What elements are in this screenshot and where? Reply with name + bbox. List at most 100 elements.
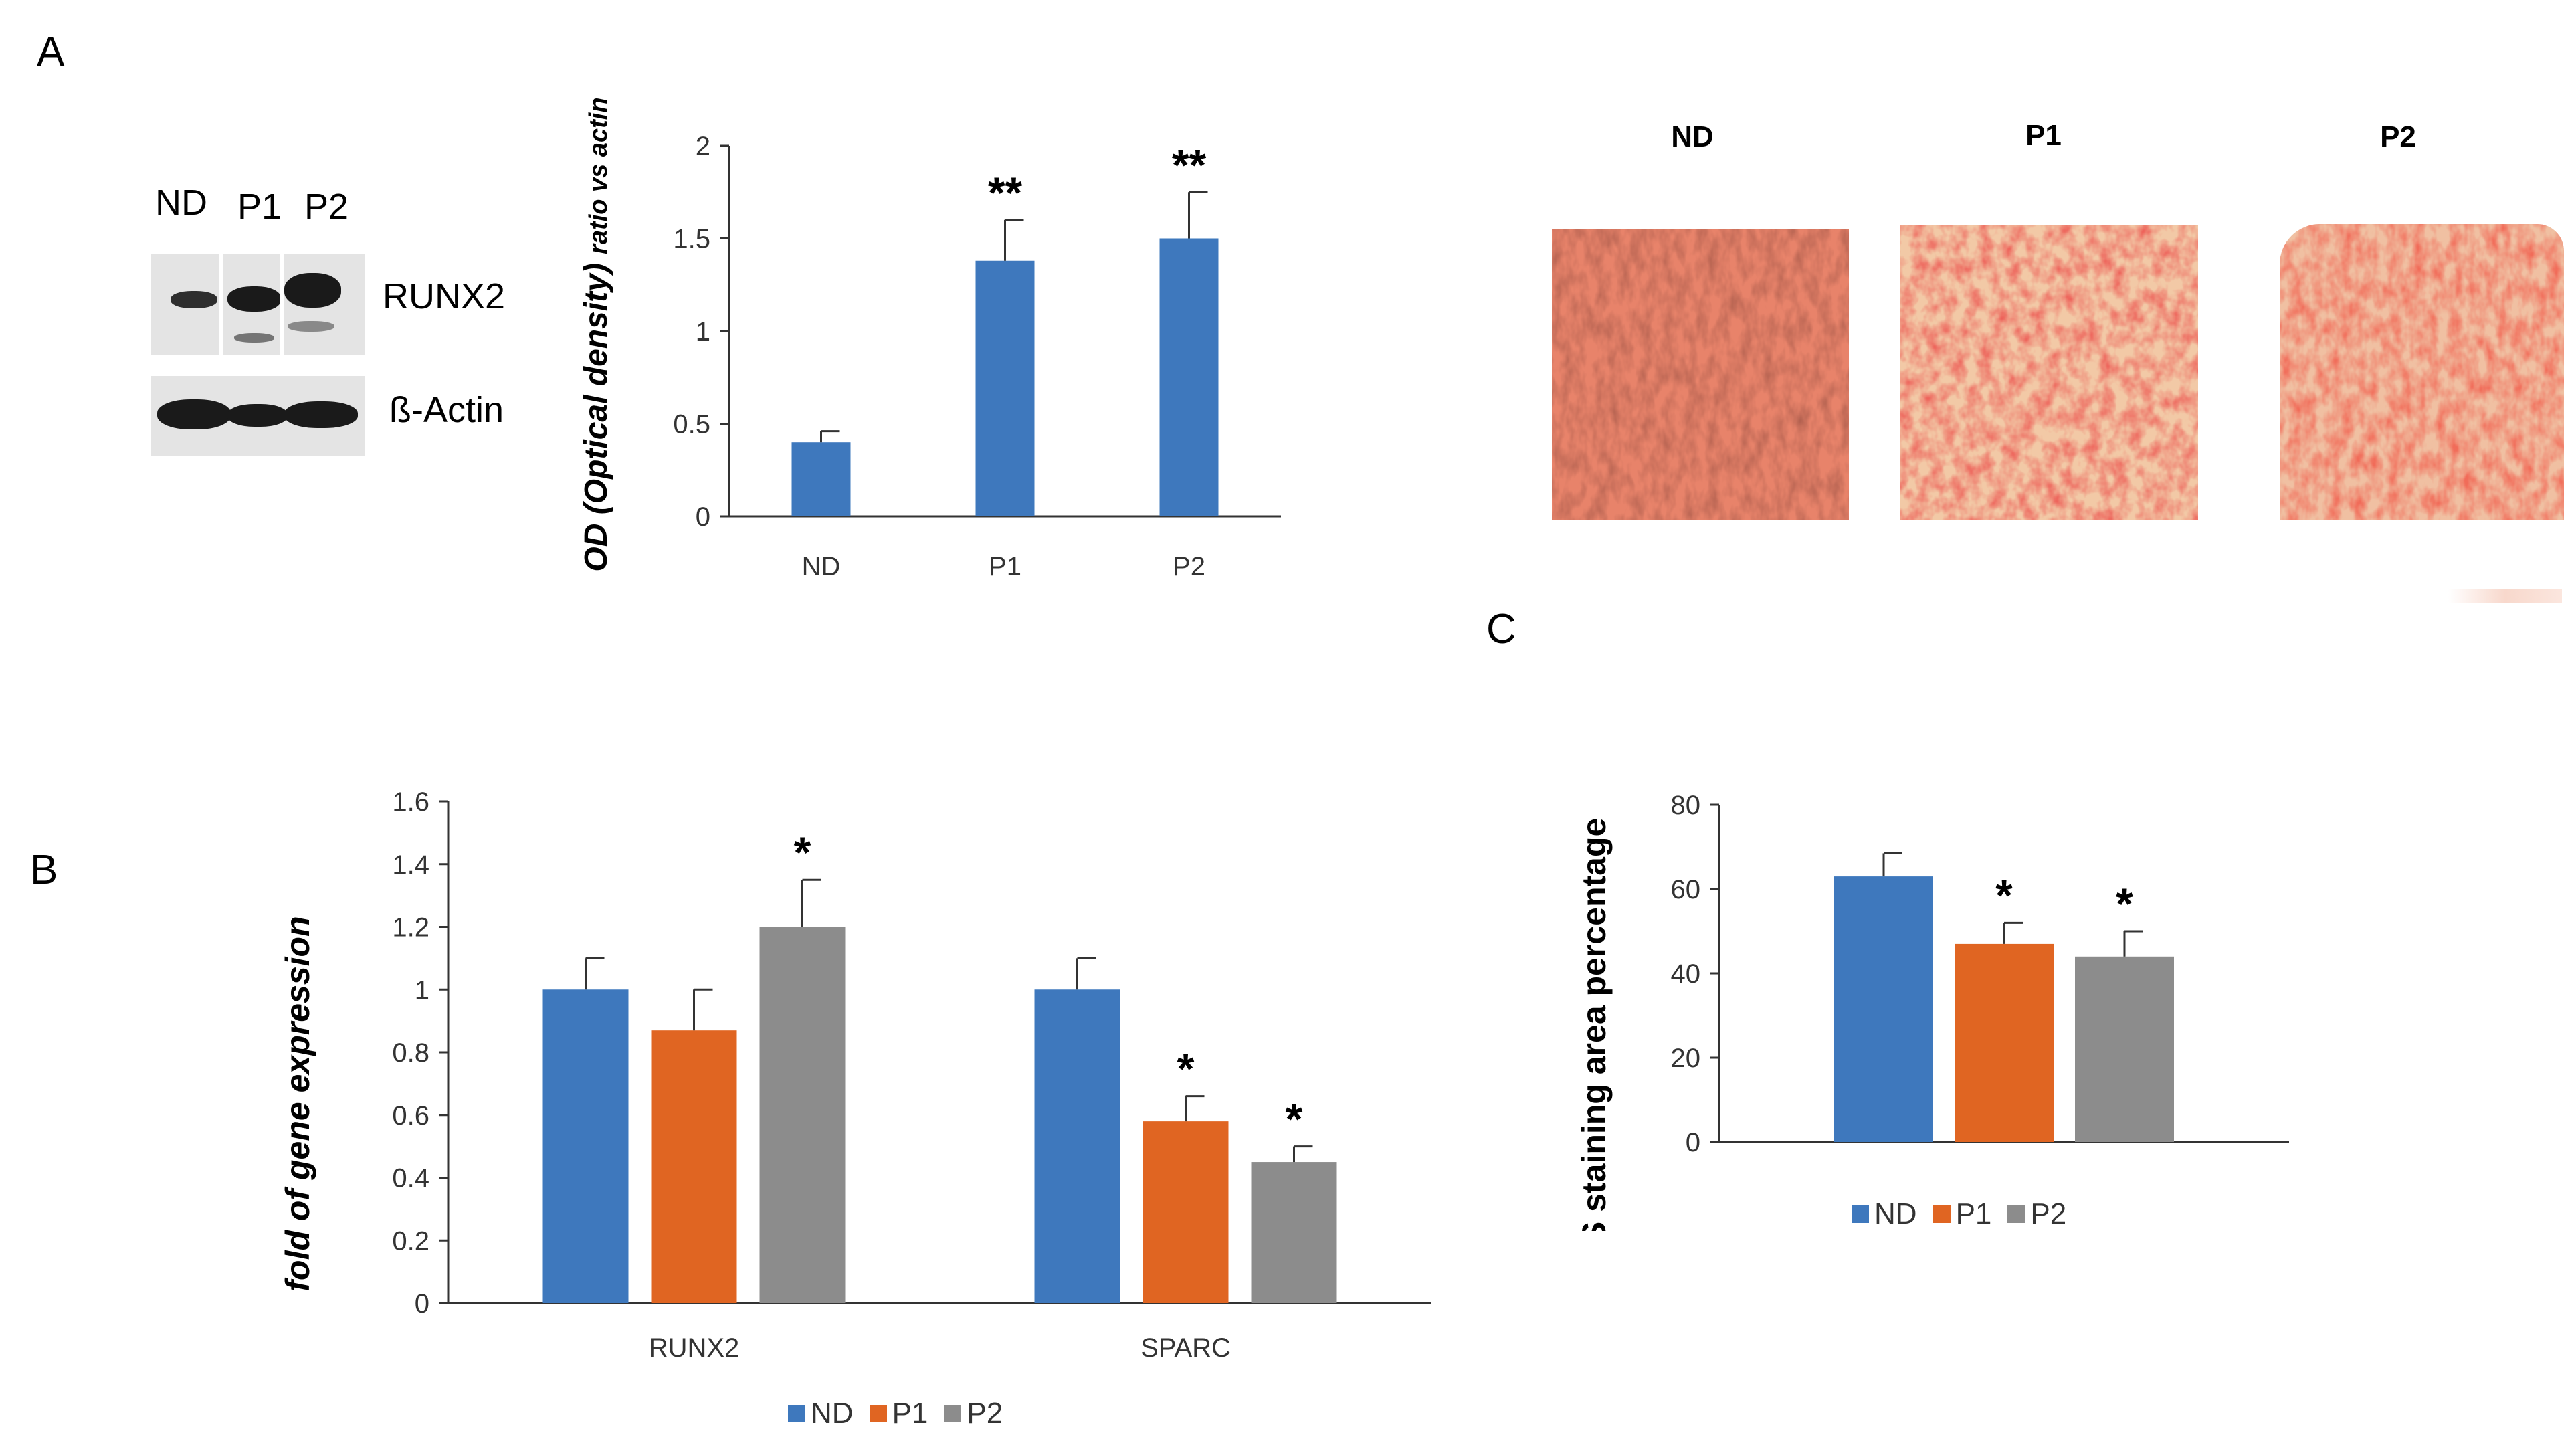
y-axis-label: OD (Optical density) ratio vs actin: [579, 97, 614, 571]
bar-p2: [759, 927, 846, 1303]
bar-p1: [1143, 1121, 1229, 1303]
staining-photo-p1: [1900, 225, 2198, 520]
significance-marker: *: [2116, 879, 2133, 929]
y-axis-label-main: OD (Optical density): [579, 254, 614, 572]
staining-label: P2: [2380, 120, 2416, 153]
wb-lane-label: P2: [304, 187, 349, 227]
wb-band: [288, 321, 334, 332]
y-tick-label: 20: [1671, 1044, 1701, 1073]
y-axis-label-sub: ratio vs actin: [585, 97, 613, 254]
legend-label: P2: [967, 1397, 1003, 1430]
chart-b-legend: ND P1 P2: [788, 1397, 1019, 1430]
legend-label: P1: [1955, 1197, 1992, 1230]
staining-label: ND: [1671, 120, 1714, 153]
y-tick-label: 0: [415, 1289, 429, 1319]
y-tick-label: 0.2: [392, 1226, 429, 1256]
bar-p2: [1159, 238, 1219, 516]
wb-protein-label: RUNX2: [383, 276, 506, 316]
legend-label: P1: [892, 1397, 928, 1430]
legend-swatch: [788, 1405, 805, 1422]
staining-photo-nd: [1552, 229, 1849, 520]
staining-photo-p2: [2280, 224, 2564, 520]
y-tick-label: 1.2: [392, 913, 429, 943]
y-tick-label: 80: [1671, 791, 1701, 820]
y-tick-label: 1.4: [392, 850, 429, 880]
wb-band: [284, 273, 341, 308]
y-tick-label: 0.8: [392, 1038, 429, 1068]
y-tick-label: 1: [415, 975, 429, 1005]
legend-item-p1: P1: [869, 1397, 928, 1430]
staining-texture: [1900, 225, 2198, 520]
bar-p1: [975, 260, 1035, 516]
panel-letter-c: C: [1486, 606, 1516, 652]
wb-protein-label: ß-Actin: [389, 390, 504, 430]
bar-p2: [2075, 956, 2174, 1142]
y-tick-label: 60: [1671, 875, 1701, 904]
significance-marker: **: [988, 168, 1023, 217]
y-tick-label: 0: [696, 502, 710, 532]
image-fragment: [2448, 589, 2562, 603]
y-tick-label: 1: [696, 317, 710, 347]
legend-label: ND: [811, 1397, 854, 1430]
legend-item-p2: P2: [2007, 1197, 2066, 1231]
wb-band: [227, 286, 281, 312]
staining-texture: [1552, 229, 1849, 520]
y-tick-label: 1.6: [392, 787, 429, 817]
legend-item-p1: P1: [1933, 1197, 1992, 1231]
wb-lane-label: P1: [237, 187, 282, 227]
bar-p1: [651, 1030, 737, 1303]
bar-nd: [791, 442, 851, 516]
y-tick-label: 40: [1671, 959, 1701, 989]
wb-band: [227, 404, 288, 427]
significance-marker: *: [1286, 1094, 1303, 1144]
panel-letter-a: A: [37, 29, 65, 75]
legend-swatch: [869, 1405, 887, 1422]
legend-swatch: [1852, 1205, 1869, 1223]
legend-item-nd: ND: [1852, 1197, 1917, 1231]
panel-letter-b: B: [30, 847, 58, 893]
wb-band: [284, 401, 358, 428]
legend-swatch: [944, 1405, 962, 1422]
legend-item-nd: ND: [788, 1397, 854, 1430]
bar-nd: [1034, 989, 1120, 1303]
y-axis-label: ARS staining area percentage: [1575, 818, 1613, 1231]
wb-band: [234, 333, 274, 343]
bar-p1: [1955, 943, 2054, 1142]
chart-c: 0 20 40 60 80 * * ARS staining area percentage: [1575, 791, 2289, 1231]
staining-label: P1: [2025, 119, 2062, 152]
significance-marker: *: [794, 828, 811, 877]
wb-band: [157, 399, 231, 429]
wb-lane-label: ND: [155, 183, 207, 223]
bar-nd: [1834, 876, 1933, 1142]
x-tick-label: RUNX2: [649, 1333, 740, 1363]
y-tick-label: 0.5: [673, 410, 710, 440]
wb-separator: [219, 254, 223, 355]
bar-p2: [1251, 1162, 1337, 1303]
chart-b: 0 0.2 0.4 0.6 0.8 1 1.2 1.4 1.6 * RUNX2 * * SPARC fold…: [279, 787, 1431, 1363]
legend-label: P2: [2030, 1197, 2067, 1230]
wb-runx2-strip: [151, 254, 365, 355]
wb-band: [171, 291, 217, 308]
y-tick-label: 0.6: [392, 1101, 429, 1131]
staining-texture: [2280, 224, 2564, 520]
y-tick-label: 2: [696, 132, 710, 161]
x-tick-label: P2: [1173, 552, 1205, 581]
significance-marker: *: [1177, 1044, 1195, 1094]
y-axis-label: fold of gene expression: [279, 916, 316, 1291]
significance-marker: **: [1172, 140, 1207, 189]
legend-label: ND: [1874, 1197, 1917, 1230]
x-tick-label: ND: [802, 552, 841, 581]
x-tick-label: SPARC: [1141, 1333, 1231, 1363]
y-tick-label: 0.4: [392, 1164, 429, 1193]
chart-c-legend: ND P1 P2: [1852, 1197, 2082, 1231]
significance-marker: *: [1995, 870, 2013, 920]
bar-nd: [542, 989, 629, 1303]
wb-separator: [280, 254, 284, 355]
y-tick-label: 0: [1686, 1128, 1700, 1157]
chart-a: 0 0.5 1 1.5 2 ND ** P1 ** P2 OD (Optical density) …: [579, 97, 1281, 581]
y-tick-label: 1.5: [673, 225, 710, 254]
legend-swatch: [1933, 1205, 1951, 1223]
x-tick-label: P1: [989, 552, 1021, 581]
legend-item-p2: P2: [944, 1397, 1003, 1430]
wb-actin-strip: [151, 376, 365, 456]
